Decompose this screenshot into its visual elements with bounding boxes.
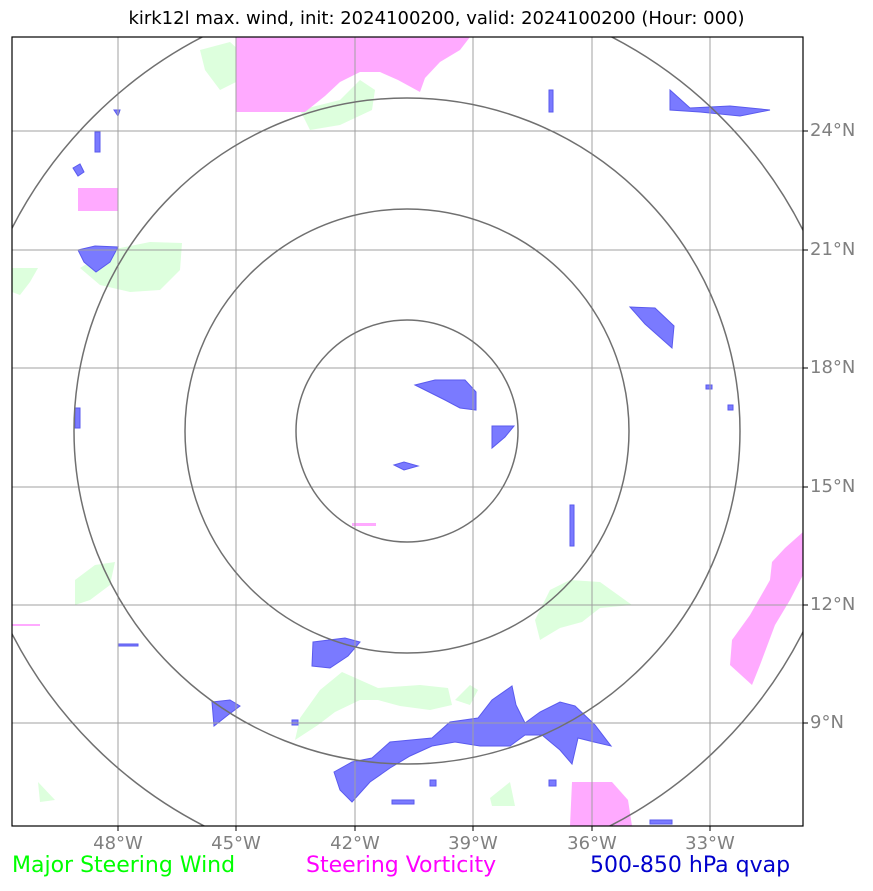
lat-label-9n: 9°N — [810, 712, 844, 733]
lon-label-42w: 42°W — [330, 833, 380, 854]
lon-label-48w: 48°W — [93, 833, 143, 854]
qvap-layer — [72, 88, 771, 825]
graticule — [12, 37, 803, 826]
lat-label-21n: 21°N — [810, 239, 856, 260]
lon-label-33w: 33°W — [685, 833, 735, 854]
lat-label-24n: 24°N — [810, 120, 856, 141]
range-rings — [12, 37, 803, 826]
lat-label-12n: 12°N — [810, 594, 856, 615]
steering-vorticity-layer — [12, 37, 803, 826]
lat-label-18n: 18°N — [810, 357, 856, 378]
map-title: kirk12l max. wind, init: 2024100200, val… — [128, 8, 745, 29]
axis-ticks — [117, 130, 808, 831]
legend-steering-vorticity: Steering Vorticity — [306, 853, 497, 878]
lon-label-39w: 39°W — [448, 833, 498, 854]
legend-steering-wind: Major Steering Wind — [12, 853, 236, 878]
map-frame — [11, 36, 804, 827]
steering-wind-layer — [12, 42, 632, 806]
lon-label-45w: 45°W — [211, 833, 261, 854]
lat-label-15n: 15°N — [810, 476, 856, 497]
legend-qvap: 500-850 hPa qvap — [590, 853, 791, 878]
lon-label-36w: 36°W — [567, 833, 617, 854]
